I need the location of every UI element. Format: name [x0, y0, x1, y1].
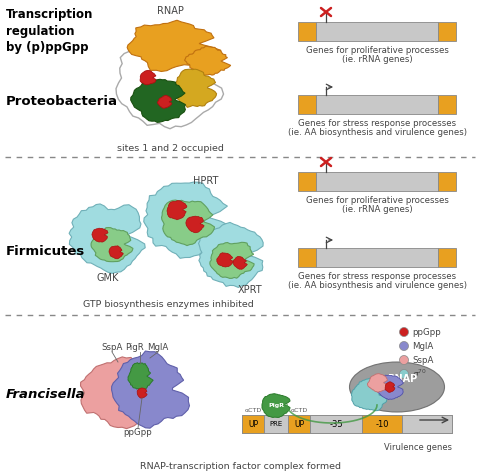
Circle shape — [399, 342, 408, 350]
Bar — [264, 415, 288, 433]
Text: Transcription
regulation
by (p)ppGpp: Transcription regulation by (p)ppGpp — [6, 8, 94, 54]
Polygon shape — [174, 69, 216, 107]
Text: Francisella: Francisella — [6, 388, 85, 401]
Polygon shape — [385, 382, 395, 392]
Polygon shape — [137, 388, 147, 398]
Bar — [316, 95, 438, 114]
Text: RNAP: RNAP — [387, 374, 417, 384]
Polygon shape — [367, 374, 388, 393]
Bar — [316, 22, 438, 41]
Bar — [316, 248, 438, 267]
Text: ppGpp: ppGpp — [124, 428, 152, 437]
Bar — [438, 95, 456, 114]
Polygon shape — [128, 363, 153, 391]
Polygon shape — [217, 253, 233, 267]
Text: Genes for proliferative processes: Genes for proliferative processes — [306, 196, 448, 205]
Polygon shape — [109, 246, 123, 259]
Text: ppGpp: ppGpp — [412, 327, 441, 336]
Text: GMK: GMK — [97, 273, 119, 283]
Polygon shape — [111, 351, 190, 428]
Text: (ie. rRNA genes): (ie. rRNA genes) — [342, 205, 412, 214]
Bar — [288, 415, 310, 433]
Text: GTP biosynthesis enzymes inhibited: GTP biosynthesis enzymes inhibited — [83, 300, 253, 309]
Text: Genes for proliferative processes: Genes for proliferative processes — [306, 46, 448, 55]
Circle shape — [399, 356, 408, 365]
Bar — [438, 248, 456, 267]
Text: Firmicutes: Firmicutes — [6, 245, 85, 258]
Text: SspA: SspA — [412, 356, 433, 365]
Text: (ie. rRNA genes): (ie. rRNA genes) — [342, 55, 412, 64]
Circle shape — [399, 327, 408, 336]
Circle shape — [399, 369, 408, 378]
Polygon shape — [186, 216, 204, 233]
Text: Virulence genes: Virulence genes — [384, 443, 452, 452]
Polygon shape — [144, 182, 231, 258]
Bar — [316, 172, 438, 191]
Polygon shape — [92, 228, 108, 242]
Text: XPRT: XPRT — [238, 285, 263, 295]
Polygon shape — [351, 378, 387, 411]
Bar — [298, 172, 316, 191]
Polygon shape — [116, 33, 224, 129]
Bar — [298, 22, 316, 41]
Text: (ie. AA biosynthesis and virulence genes): (ie. AA biosynthesis and virulence genes… — [288, 128, 467, 137]
Text: αCTD: αCTD — [290, 408, 308, 413]
Text: Proteobacteria: Proteobacteria — [6, 95, 118, 108]
Polygon shape — [91, 228, 133, 262]
Bar — [242, 415, 452, 433]
Text: (ie. AA biosynthesis and virulence genes): (ie. AA biosynthesis and virulence genes… — [288, 281, 467, 290]
Bar — [438, 172, 456, 191]
Polygon shape — [140, 70, 156, 85]
Bar — [402, 415, 452, 433]
Polygon shape — [184, 46, 231, 76]
Bar — [362, 415, 402, 433]
Text: RNAP: RNAP — [156, 6, 183, 16]
Polygon shape — [210, 242, 254, 279]
Polygon shape — [375, 375, 403, 400]
Ellipse shape — [349, 362, 444, 412]
Polygon shape — [131, 79, 185, 123]
Text: -35: -35 — [329, 420, 343, 429]
Bar — [298, 95, 316, 114]
Text: HPRT: HPRT — [193, 176, 218, 186]
Text: PigR: PigR — [268, 403, 284, 408]
Bar — [242, 415, 264, 433]
Polygon shape — [262, 394, 290, 418]
Text: MglA: MglA — [412, 342, 433, 350]
Text: SspA: SspA — [101, 343, 123, 352]
Text: sites 1 and 2 occupied: sites 1 and 2 occupied — [117, 144, 223, 153]
Text: RNAP-transcription factor complex formed: RNAP-transcription factor complex formed — [140, 462, 340, 471]
Polygon shape — [69, 204, 145, 273]
Polygon shape — [127, 20, 221, 71]
Text: UP: UP — [294, 420, 304, 429]
Bar — [438, 22, 456, 41]
Text: PRE: PRE — [269, 421, 283, 427]
Text: αCTD: αCTD — [244, 408, 262, 413]
Polygon shape — [167, 201, 187, 220]
Text: PigR: PigR — [126, 343, 144, 352]
Bar — [310, 415, 362, 433]
Text: Genes for stress response processes: Genes for stress response processes — [298, 119, 456, 128]
Polygon shape — [81, 357, 152, 429]
Text: Genes for stress response processes: Genes for stress response processes — [298, 272, 456, 281]
Polygon shape — [233, 256, 247, 269]
Polygon shape — [157, 95, 172, 108]
Text: MglA: MglA — [147, 343, 168, 352]
Text: $\sigma^{70}$: $\sigma^{70}$ — [412, 368, 427, 380]
Text: -10: -10 — [375, 420, 389, 429]
Text: UP: UP — [248, 420, 258, 429]
Polygon shape — [162, 200, 215, 245]
Polygon shape — [199, 222, 263, 288]
Bar — [298, 248, 316, 267]
